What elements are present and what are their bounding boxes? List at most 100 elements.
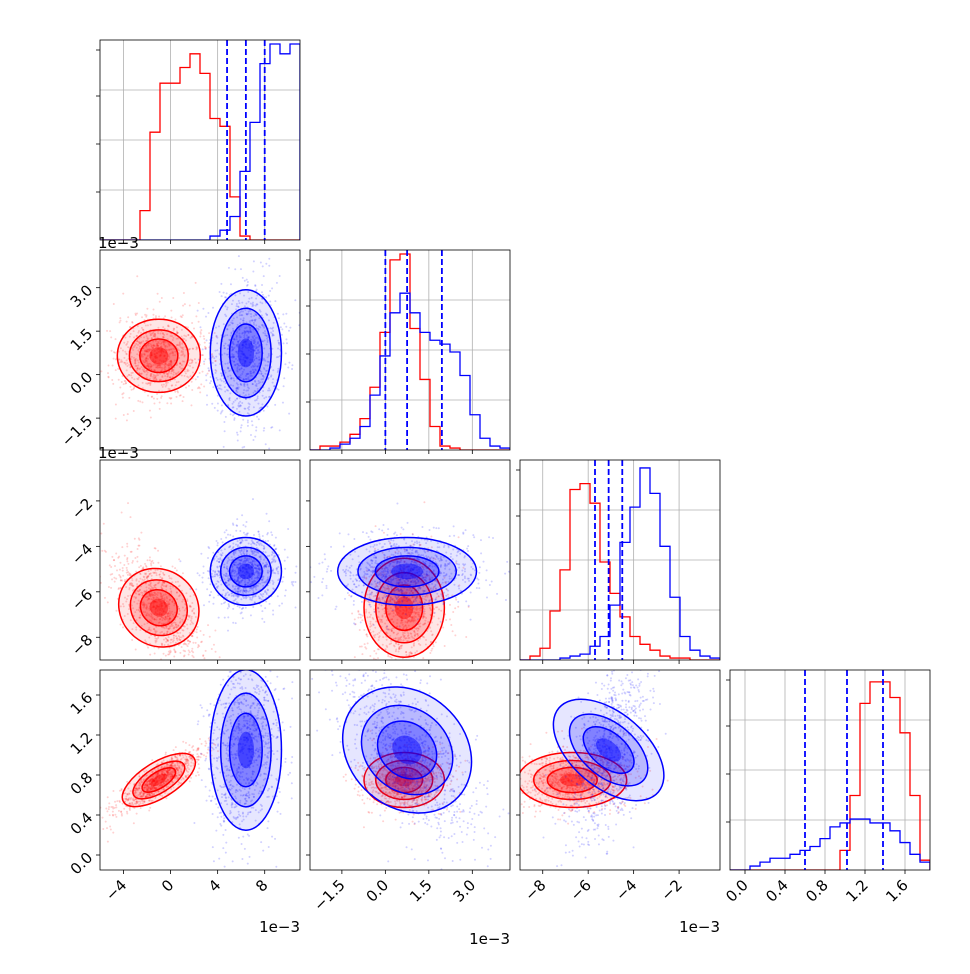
scatter-point: [221, 411, 223, 413]
scatter-point: [280, 326, 282, 328]
scatter-point: [470, 619, 472, 621]
scatter-point: [182, 305, 184, 307]
scatter-point: [213, 644, 215, 646]
scatter-point: [360, 621, 362, 623]
scatter-point: [152, 562, 154, 564]
scatter-point: [283, 385, 285, 387]
scatter-point: [504, 573, 506, 575]
scatter-point: [228, 267, 230, 269]
scatter-point: [159, 402, 161, 404]
scatter-point: [288, 362, 290, 364]
scatter-point: [141, 316, 143, 318]
scatter-point: [208, 547, 210, 549]
scatter-point: [382, 524, 384, 526]
scatter-point: [142, 401, 144, 403]
scatter-point: [285, 352, 287, 354]
scatter-point: [119, 320, 121, 322]
scatter-point: [207, 373, 209, 375]
scatter-point: [119, 386, 121, 388]
scatter-point: [199, 630, 201, 632]
scatter-point: [212, 307, 214, 309]
scatter-point: [208, 332, 210, 334]
scatter-point: [335, 606, 337, 608]
scatter-point: [274, 404, 276, 406]
scatter-point: [269, 290, 271, 292]
scatter-point: [126, 567, 128, 569]
scatter-point: [156, 393, 158, 395]
scatter-point: [289, 327, 291, 329]
scatter-point: [284, 549, 286, 551]
scatter-point: [192, 651, 194, 653]
scatter-point: [138, 539, 140, 541]
scatter-point: [282, 402, 284, 404]
scatter-point: [430, 650, 432, 652]
scatter-point: [131, 389, 133, 391]
scatter-point: [159, 408, 161, 410]
scatter-point: [191, 389, 193, 391]
scatter-point: [209, 583, 211, 585]
scatter-point: [208, 369, 210, 371]
scatter-point: [452, 611, 454, 613]
scatter-point: [239, 530, 241, 532]
scatter-point: [263, 410, 265, 412]
scatter-point: [199, 336, 201, 338]
scatter-point: [135, 649, 137, 651]
scatter-point: [449, 535, 451, 537]
scatter-point: [284, 568, 286, 570]
scatter-point: [287, 556, 289, 558]
scatter-point: [149, 556, 151, 558]
scatter-point: [236, 524, 238, 526]
scatter-point: [360, 616, 362, 618]
scatter-point: [199, 391, 201, 393]
scatter-point: [112, 383, 114, 385]
scatter-point: [252, 606, 254, 608]
scatter-point: [113, 559, 115, 561]
scatter-point: [103, 523, 105, 525]
scatter-point: [281, 603, 283, 605]
scatter-point: [291, 581, 293, 583]
scatter-point: [268, 258, 270, 260]
scatter-point: [207, 367, 209, 369]
scatter-point: [215, 685, 217, 687]
scatter-point: [149, 559, 151, 561]
scatter-point: [107, 372, 109, 374]
scatter-point: [291, 368, 293, 370]
scatter-point: [247, 284, 249, 286]
scatter-point: [119, 321, 121, 323]
scatter-point: [126, 569, 128, 571]
scatter-point: [373, 650, 375, 652]
scatter-point: [203, 338, 205, 340]
scatter-point: [147, 559, 149, 561]
scatter-point: [207, 624, 209, 626]
scatter-point: [232, 524, 234, 526]
scatter-point: [144, 563, 146, 565]
scatter-point: [364, 643, 366, 645]
scatter-point: [196, 628, 198, 630]
scatter-point: [435, 641, 437, 643]
scatter-point: [125, 383, 127, 385]
scatter-point: [240, 268, 242, 270]
scatter-point: [247, 532, 249, 534]
scatter-point: [392, 609, 394, 611]
scatter-point: [454, 661, 456, 663]
scatter-point: [232, 622, 234, 624]
scatter-point: [227, 607, 229, 609]
scatter-point: [169, 652, 171, 654]
scatter-point: [155, 547, 157, 549]
scatter-point: [235, 622, 237, 624]
scatter-point: [199, 683, 201, 685]
scatter-point: [131, 562, 133, 564]
scatter-point: [347, 592, 349, 594]
panel-2-1: [281, 460, 521, 697]
scatter-point: [269, 300, 271, 302]
scatter-point: [156, 398, 158, 400]
scatter-point: [119, 569, 121, 571]
scatter-point: [197, 626, 199, 628]
scatter-point: [410, 667, 412, 669]
scatter-point: [375, 652, 377, 654]
scatter-point: [277, 313, 279, 315]
scatter-point: [193, 656, 195, 658]
scatter-point: [127, 571, 129, 573]
scatter-point: [282, 313, 284, 315]
scatter-point: [283, 322, 285, 324]
